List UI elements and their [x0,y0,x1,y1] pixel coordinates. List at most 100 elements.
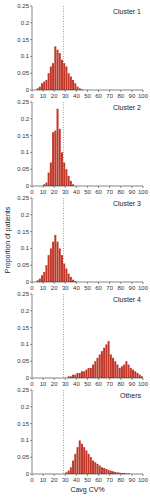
bar [112,471,114,474]
x-tick-label: 90 [129,93,136,99]
x-tick [120,378,121,380]
x-tick-label: 70 [106,93,113,99]
bar [79,440,81,474]
bar [110,354,112,378]
x-tick [32,90,33,92]
x-tick-label: 30 [62,189,69,195]
x-tick-label: 50 [84,477,91,483]
x-tick [65,90,66,92]
y-tick [30,186,32,187]
bar [68,73,70,90]
bar [94,361,96,378]
threshold-line [63,102,64,186]
bar [105,344,107,378]
bar [90,368,92,378]
x-tick [87,282,88,284]
x-tick-label: 0 [30,381,34,387]
x-tick-label: 20 [51,93,58,99]
x-tick-label: 60 [95,381,102,387]
y-tick [30,22,32,23]
x-tick [76,474,77,476]
x-tick [98,282,99,284]
bar [99,466,101,474]
bar [83,447,85,474]
x-tick-label: 10 [40,381,47,387]
bar [50,162,52,186]
y-tick [30,310,32,311]
y-tick-label: 0.15 [17,325,29,331]
x-tick-label: 0 [30,477,34,483]
panel-label: Others [120,392,142,399]
bar [70,277,72,282]
y-tick [30,390,32,391]
y-tick-label: 0.25 [17,3,29,9]
bar [123,365,125,378]
bar [74,83,76,90]
y-tick [30,73,32,74]
y-tick-label: 0.15 [17,421,29,427]
bar [139,375,141,378]
bar [128,365,130,378]
y-tick-label: 0.15 [17,229,29,235]
x-tick-label: 10 [40,477,47,483]
x-tick-label: 90 [129,381,136,387]
x-tick-label: 90 [129,477,136,483]
bar [81,444,83,474]
bar [121,366,123,378]
bar [74,454,76,474]
y-tick-label: 0 [26,375,30,381]
bar [114,361,116,378]
y-axis [32,6,33,90]
y-axis-label: Proportion of patients [4,206,12,273]
bar [70,181,72,186]
y-tick-label: 0.25 [17,99,29,105]
bar [50,66,52,90]
x-tick-label: 30 [62,285,69,291]
bar [101,351,103,378]
bars [43,102,74,186]
bars [37,6,83,90]
bar [136,373,138,378]
x-tick-label: 100 [138,477,149,483]
y-tick [30,344,32,345]
y-tick-label: 0 [26,183,30,189]
x-tick-label: 100 [138,381,149,387]
bar [90,457,92,474]
bar [79,373,81,378]
bar [52,63,54,90]
panel-label: Cluster 2 [113,104,141,111]
bars [37,198,77,282]
bar [103,348,105,378]
x-tick [54,90,55,92]
x-tick-label: 20 [51,381,58,387]
y-tick [30,118,32,119]
y-tick [30,440,32,441]
panel: 00.050.10.150.20.25010203040506070809010… [17,3,148,99]
bar [94,462,96,474]
bar [134,371,136,378]
y-tick [30,265,32,266]
bar [52,242,54,282]
y-tick-label: 0.2 [21,308,30,314]
panel: 00.050.10.150.20.25010203040506070809010… [17,99,148,195]
bar [54,235,56,282]
bar [57,109,59,186]
y-tick-label: 0.05 [17,358,29,364]
y-axis [32,198,33,282]
y-tick-label: 0.05 [17,262,29,268]
x-tick-label: 100 [138,93,149,99]
bar [39,279,41,282]
x-tick-label: 40 [73,285,80,291]
panel-label: Cluster 4 [113,296,141,303]
y-tick [30,378,32,379]
x-tick [143,186,144,188]
bar [57,50,59,90]
y-tick-label: 0.05 [17,454,29,460]
bar [130,368,132,378]
bar [116,365,118,378]
bar [70,77,72,90]
bar [132,370,134,378]
x-tick [54,186,55,188]
x-tick-label: 70 [106,285,113,291]
x-tick [109,378,110,380]
